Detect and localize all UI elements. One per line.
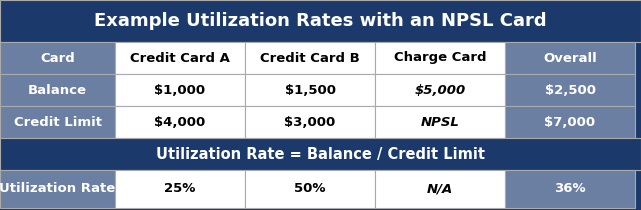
Bar <box>0 42 115 74</box>
Bar <box>375 170 505 208</box>
Bar <box>115 74 245 106</box>
Text: $1,500: $1,500 <box>285 84 335 97</box>
Bar <box>0 0 641 42</box>
Bar <box>375 42 505 74</box>
Bar <box>115 170 245 208</box>
Text: Overall: Overall <box>543 51 597 64</box>
Text: $4,000: $4,000 <box>154 116 206 129</box>
Bar <box>505 42 635 74</box>
Text: Utilization Rate = Balance / Credit Limit: Utilization Rate = Balance / Credit Limi… <box>156 147 485 161</box>
Text: Charge Card: Charge Card <box>394 51 487 64</box>
Text: NPSL: NPSL <box>420 116 460 129</box>
Bar <box>505 74 635 106</box>
Bar <box>0 74 115 106</box>
Text: 36%: 36% <box>554 182 586 196</box>
Bar <box>0 170 115 208</box>
Text: $7,000: $7,000 <box>544 116 595 129</box>
Text: Credit Card B: Credit Card B <box>260 51 360 64</box>
Text: $2,500: $2,500 <box>544 84 595 97</box>
Text: $5,000: $5,000 <box>414 84 465 97</box>
Text: $3,000: $3,000 <box>285 116 336 129</box>
Bar <box>505 106 635 138</box>
Text: N/A: N/A <box>427 182 453 196</box>
Text: Example Utilization Rates with an NPSL Card: Example Utilization Rates with an NPSL C… <box>94 12 547 30</box>
Bar <box>0 106 115 138</box>
Bar <box>245 170 375 208</box>
Text: 50%: 50% <box>294 182 326 196</box>
Bar <box>505 170 635 208</box>
Text: Credit Limit: Credit Limit <box>13 116 101 129</box>
Bar <box>375 74 505 106</box>
Text: Utilization Rate: Utilization Rate <box>0 182 115 196</box>
Bar <box>375 106 505 138</box>
Text: 25%: 25% <box>164 182 196 196</box>
Bar <box>245 106 375 138</box>
Text: $1,000: $1,000 <box>154 84 206 97</box>
Bar <box>115 42 245 74</box>
Bar <box>0 138 641 170</box>
Bar <box>245 74 375 106</box>
Bar <box>245 42 375 74</box>
Text: Balance: Balance <box>28 84 87 97</box>
Text: Credit Card A: Credit Card A <box>130 51 230 64</box>
Bar <box>115 106 245 138</box>
Text: Card: Card <box>40 51 75 64</box>
